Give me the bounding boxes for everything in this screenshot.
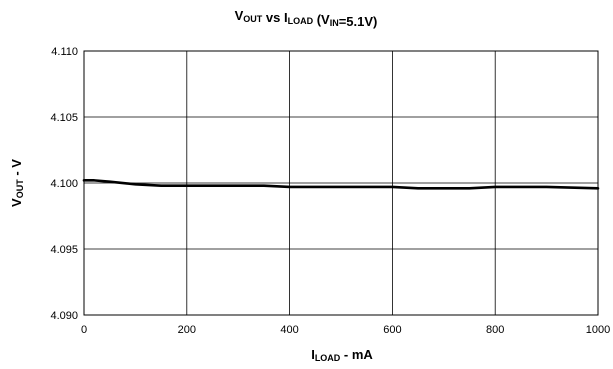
y-tick-label: 4.110	[51, 46, 78, 58]
x-tick-label: 600	[383, 324, 401, 336]
x-axis-title: ILOAD - mA	[311, 347, 373, 363]
y-tick-label: 4.095	[50, 244, 78, 256]
x-tick-label: 200	[178, 324, 196, 336]
x-tick-label: 800	[486, 324, 504, 336]
series-line-0	[82, 179, 600, 190]
series-group	[82, 179, 600, 190]
chart-title: VOUT vs ILOAD (VIN=5.1V)	[235, 8, 378, 29]
x-tick-labels: 0 200 400 600 800 1000	[81, 324, 610, 336]
y-tick-label: 4.105	[50, 112, 78, 124]
y-axis-title: VOUT - V	[9, 159, 25, 207]
y-tick-label: 4.090	[50, 310, 78, 322]
y-tick-labels: 4.110 4.105 4.100 4.095 4.090	[50, 46, 78, 322]
grid	[83, 50, 599, 316]
plot-frame	[83, 50, 599, 316]
y-tick-label: 4.100	[50, 178, 78, 190]
x-tick-label: 400	[280, 324, 298, 336]
x-tick-label: 0	[81, 324, 87, 336]
x-tick-label: 1000	[586, 324, 610, 336]
